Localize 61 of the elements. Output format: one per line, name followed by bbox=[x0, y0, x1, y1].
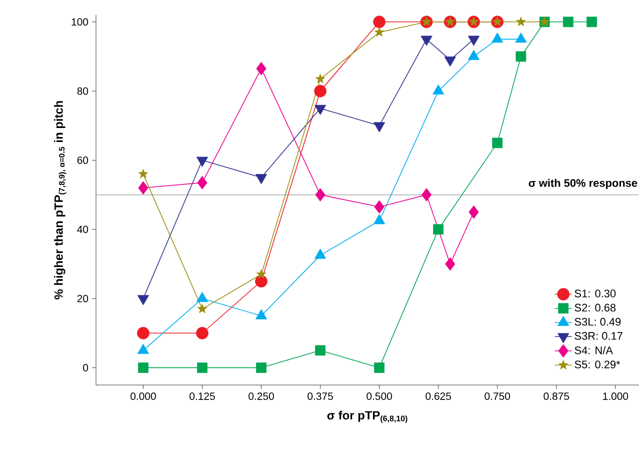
point bbox=[492, 138, 503, 148]
point bbox=[373, 16, 386, 28]
point bbox=[563, 16, 574, 28]
y-tick-label: 100 bbox=[72, 18, 88, 26]
legend-label: S2: 0.68 bbox=[574, 304, 616, 312]
point bbox=[433, 224, 444, 235]
point bbox=[468, 50, 480, 60]
point bbox=[432, 84, 444, 95]
y-tick-label: 40 bbox=[77, 226, 88, 234]
x-tick-label: 0.000 bbox=[130, 392, 156, 400]
y-axis-title: % higher than pTP$_{(7,8,9), α=0.5}$ in pitch bbox=[54, 101, 66, 300]
x-tick-label: 1.000 bbox=[603, 392, 628, 400]
point bbox=[315, 345, 326, 356]
y-tick-label: 20 bbox=[77, 294, 88, 302]
x-tick-label: 0.375 bbox=[308, 392, 333, 400]
x-axis-title: σ for pTP$_{(6,8,10)}$ bbox=[327, 410, 408, 423]
point bbox=[196, 292, 208, 302]
point bbox=[137, 326, 150, 340]
point bbox=[138, 181, 148, 195]
legend-label: S3L: 0.49 bbox=[574, 318, 621, 326]
point bbox=[314, 84, 326, 98]
point bbox=[374, 27, 384, 37]
point bbox=[197, 304, 208, 314]
point bbox=[492, 32, 504, 43]
x-tick-label: 0.875 bbox=[544, 392, 570, 400]
point bbox=[374, 200, 384, 214]
x-tick-label: 0.750 bbox=[484, 392, 510, 400]
legend-label: S5: 0.29* bbox=[574, 360, 620, 368]
point bbox=[468, 205, 479, 219]
y-tick-label: 60 bbox=[77, 156, 88, 164]
point bbox=[255, 309, 268, 320]
point bbox=[421, 188, 432, 202]
point bbox=[516, 16, 526, 26]
point bbox=[314, 248, 326, 259]
point bbox=[374, 214, 386, 224]
x-tick-label: 0.250 bbox=[248, 392, 274, 400]
point bbox=[515, 32, 527, 43]
point bbox=[586, 16, 597, 28]
point bbox=[315, 74, 326, 84]
ref-line-label: σ with 50% response bbox=[528, 178, 638, 190]
y-tick-label: 80 bbox=[77, 87, 88, 95]
legend-label: S3R: 0.17 bbox=[574, 332, 622, 340]
point bbox=[256, 362, 266, 373]
point bbox=[516, 51, 526, 62]
point bbox=[138, 362, 148, 373]
point bbox=[196, 326, 208, 340]
point bbox=[138, 168, 148, 178]
x-tick-label: 0.625 bbox=[426, 392, 451, 400]
legend-label: S1: 0.30 bbox=[574, 290, 616, 298]
point bbox=[256, 269, 266, 279]
x-tick-label: 0.125 bbox=[190, 392, 215, 400]
point bbox=[137, 344, 150, 354]
point bbox=[315, 188, 326, 202]
point bbox=[197, 176, 208, 190]
point bbox=[445, 257, 456, 271]
point bbox=[197, 362, 208, 373]
point bbox=[256, 62, 266, 76]
y-tick-label: 0 bbox=[83, 364, 88, 372]
legend-label: S4: N/A bbox=[574, 346, 613, 354]
x-tick-label: 0.500 bbox=[366, 392, 392, 400]
point bbox=[374, 362, 384, 373]
